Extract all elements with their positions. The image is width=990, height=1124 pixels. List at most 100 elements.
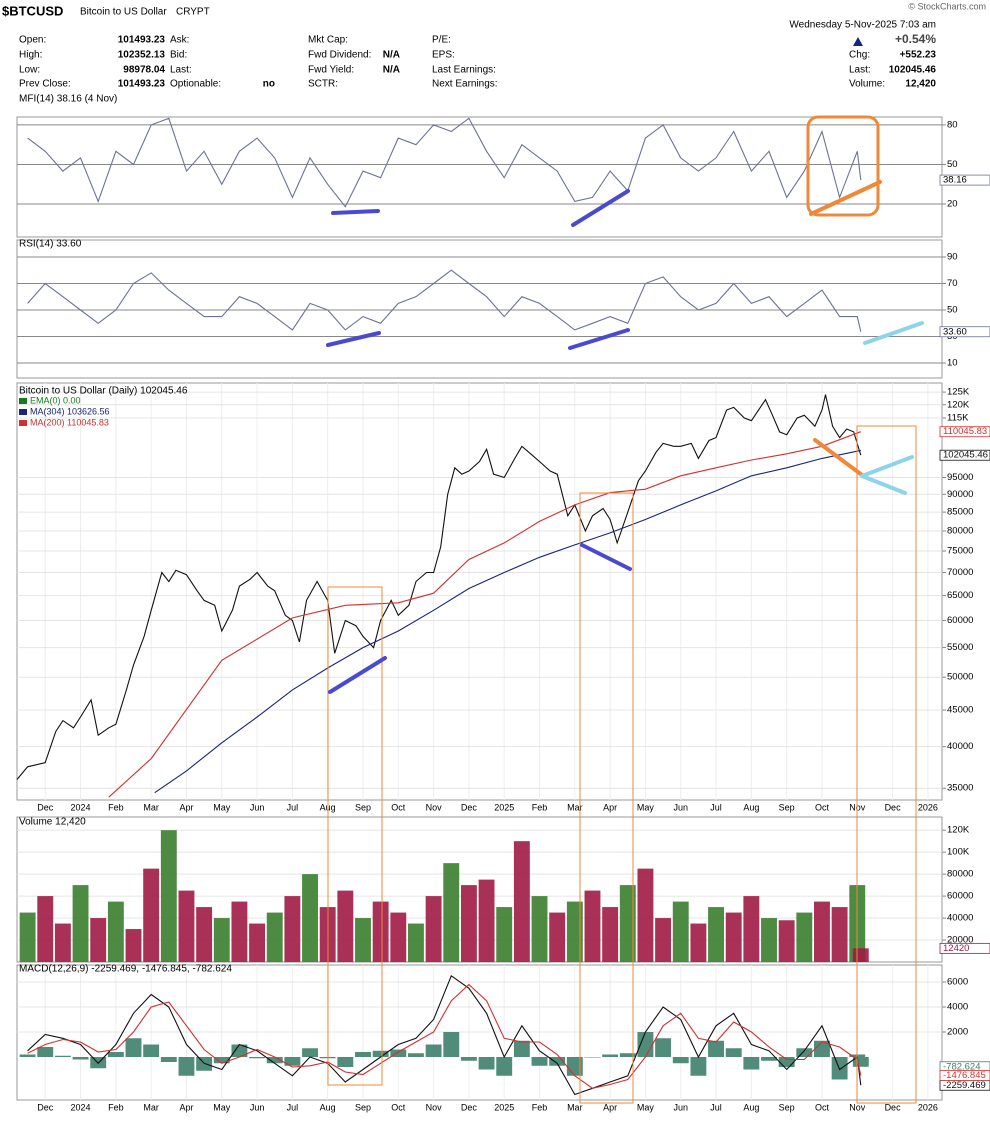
bar (213, 1057, 230, 1064)
x-tick-label: May (637, 802, 655, 812)
bar (549, 912, 566, 962)
y-tick-label: 90000 (947, 489, 973, 500)
bar (125, 929, 142, 962)
x-tick-label: Dec (885, 1102, 902, 1112)
y-tick-label: 70000 (947, 567, 973, 578)
x-tick-label: Oct (391, 802, 406, 812)
value-tag-box (939, 449, 990, 461)
watermark: © StockCharts.com (908, 1, 986, 11)
x-tick-label: Aug (320, 1102, 336, 1112)
highlight-box (327, 586, 383, 1086)
bar (213, 918, 230, 962)
bar (90, 918, 107, 962)
x-tick-label: May (213, 802, 231, 812)
trend-line (328, 656, 387, 694)
legend-swatch (19, 409, 27, 415)
bar (160, 830, 177, 962)
x-tick-label: Oct (391, 1102, 406, 1112)
field-label: Ask: (170, 35, 189, 46)
panel-title: RSI(14) 33.60 (19, 239, 82, 250)
bar (54, 1055, 71, 1057)
field-label: SCTR: (308, 79, 338, 90)
value-tag-box (939, 426, 990, 438)
y-tick-label: 80 (947, 119, 958, 130)
x-tick-label: Jul (710, 802, 722, 812)
x-tick-label: Jun (673, 802, 688, 812)
x-tick-label: 2025 (494, 1102, 514, 1112)
value-tag-box (939, 174, 990, 186)
value-tag-box (939, 1070, 990, 1081)
trend-line (568, 328, 630, 350)
trend-line (860, 474, 907, 495)
bar (619, 885, 636, 962)
x-tick-label: Apr (179, 802, 193, 812)
x-tick-label: Jun (250, 1102, 265, 1112)
x-tick-label: Feb (108, 1102, 124, 1112)
bar (443, 1032, 460, 1057)
bar (302, 1048, 318, 1057)
bar (602, 907, 619, 962)
bar (584, 890, 601, 962)
field-label: Mkt Cap: (308, 35, 348, 46)
x-tick-label: 2025 (494, 802, 514, 812)
panel-frame (16, 116, 943, 238)
bar (390, 1049, 407, 1057)
bar (531, 1057, 548, 1066)
x-tick-label: Mar (143, 802, 159, 812)
bar (690, 923, 707, 962)
x-tick-label: Nov (849, 802, 866, 812)
bar (584, 1057, 601, 1058)
field-value: 101493.23 (118, 79, 166, 90)
bar (425, 896, 442, 962)
field-label: Last Earnings: (432, 65, 496, 76)
bar (302, 874, 318, 962)
legend-entry: EMA(0) 0.00 (30, 395, 81, 405)
bar (655, 1038, 672, 1057)
field-label: Open: (19, 35, 46, 46)
field-value: N/A (383, 50, 400, 61)
x-tick-label: Dec (37, 802, 54, 812)
bar (37, 896, 54, 962)
highlight-box (856, 425, 917, 1104)
x-tick-label: Sep (355, 1102, 371, 1112)
bar (178, 890, 195, 962)
trend-line (813, 438, 864, 477)
x-tick-label: 2026 (918, 1102, 938, 1112)
series-line (27, 974, 862, 1096)
x-tick-label: Jul (710, 1102, 722, 1112)
x-tick-label: Dec (461, 1102, 478, 1112)
y-tick-label: 50000 (947, 672, 973, 683)
x-tick-label: Mar (143, 1102, 159, 1112)
bar (725, 912, 742, 962)
y-tick-label: 10 (947, 358, 958, 369)
up-arrow (853, 37, 863, 46)
panel-title: MACD(12,26,9) -2259.469, -1476.845, -782… (19, 964, 232, 975)
y-tick-label: 100K (947, 847, 970, 858)
bar (72, 1057, 89, 1060)
x-tick-label: Aug (743, 802, 759, 812)
x-tick-label: Sep (355, 802, 371, 812)
panel-frame (16, 382, 943, 801)
field-label: Last: (849, 65, 871, 76)
legend-entry: MA(304) 103626.56 (30, 406, 110, 416)
x-tick-label: May (213, 1102, 231, 1112)
field-value: no (263, 79, 275, 90)
series-line (154, 449, 861, 794)
bar (852, 1057, 869, 1067)
trend-line (863, 321, 924, 345)
field-label: Chg: (849, 50, 870, 61)
y-tick-label: 70 (947, 278, 958, 289)
x-tick-label: 2024 (71, 802, 91, 812)
y-tick-label: 55000 (947, 642, 973, 653)
x-tick-label: Apr (603, 802, 617, 812)
field-value: +552.23 (900, 50, 937, 61)
bar (425, 1044, 442, 1057)
bar (796, 1048, 813, 1057)
x-tick-label: Apr (603, 1102, 617, 1112)
x-tick-label: Apr (179, 1102, 193, 1112)
y-tick-label: 2000 (947, 1027, 968, 1038)
bar (231, 901, 248, 962)
bar (196, 907, 213, 962)
bar (743, 1057, 760, 1070)
